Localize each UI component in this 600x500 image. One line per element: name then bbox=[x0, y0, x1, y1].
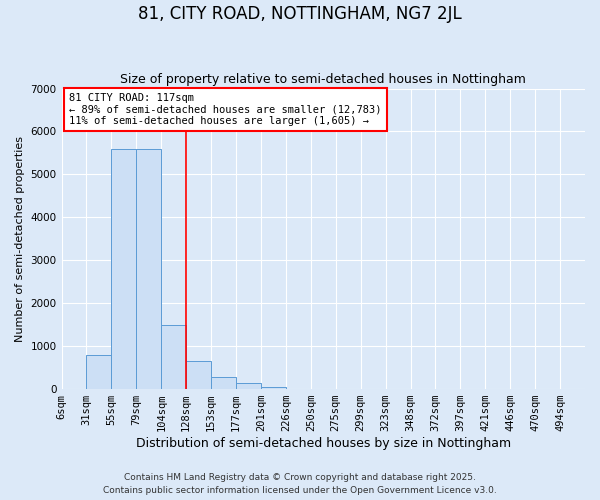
Bar bbox=[211, 377, 236, 389]
Bar bbox=[136, 148, 161, 389]
Text: 81 CITY ROAD: 117sqm
← 89% of semi-detached houses are smaller (12,783)
11% of s: 81 CITY ROAD: 117sqm ← 89% of semi-detac… bbox=[70, 93, 382, 126]
X-axis label: Distribution of semi-detached houses by size in Nottingham: Distribution of semi-detached houses by … bbox=[136, 437, 511, 450]
Bar bbox=[236, 383, 261, 389]
Bar bbox=[261, 387, 286, 389]
Title: Size of property relative to semi-detached houses in Nottingham: Size of property relative to semi-detach… bbox=[121, 73, 526, 86]
Bar bbox=[86, 354, 112, 389]
Bar bbox=[161, 324, 186, 389]
Bar bbox=[112, 148, 136, 389]
Y-axis label: Number of semi-detached properties: Number of semi-detached properties bbox=[15, 136, 25, 342]
Text: 81, CITY ROAD, NOTTINGHAM, NG7 2JL: 81, CITY ROAD, NOTTINGHAM, NG7 2JL bbox=[138, 5, 462, 23]
Bar bbox=[186, 361, 211, 389]
Text: Contains HM Land Registry data © Crown copyright and database right 2025.
Contai: Contains HM Land Registry data © Crown c… bbox=[103, 474, 497, 495]
